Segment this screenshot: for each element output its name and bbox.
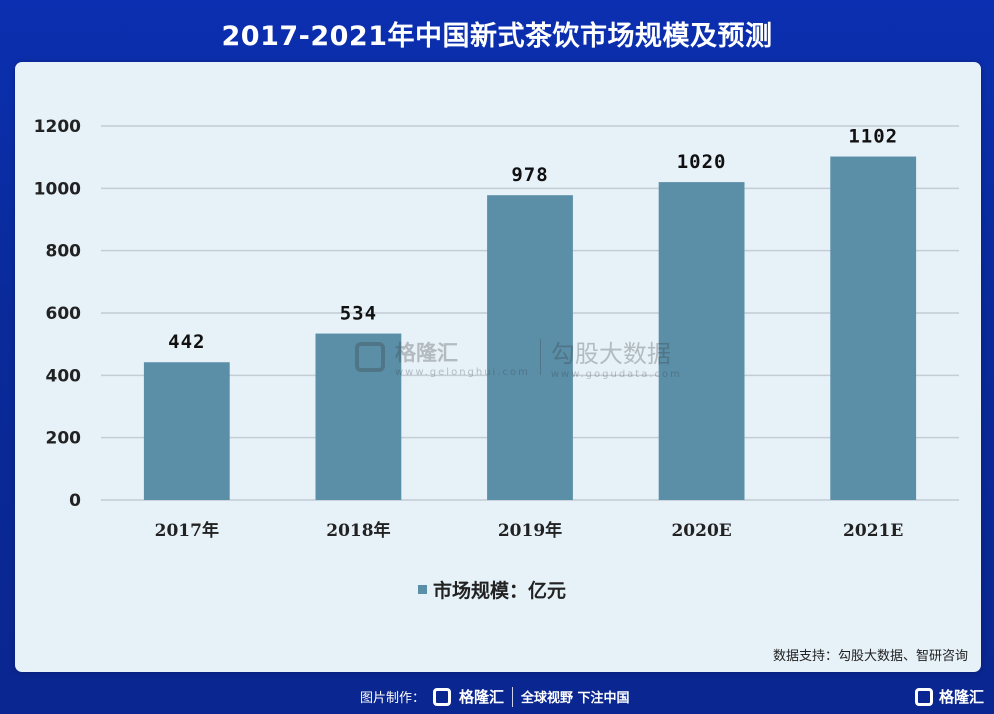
legend-swatch [418,585,427,594]
chart-legend: 市场规模：亿元 [418,576,566,603]
footer-bar: 图片制作： 格隆汇 全球视野 下注中国 格隆汇 [0,680,994,714]
watermark-brand-url: www.gelonghui.com [395,366,530,378]
x-tick-label: 2017年 [155,520,219,541]
bar [315,333,402,500]
footer-slogan: 全球视野 下注中国 [521,691,630,706]
source-note: 数据支持：勾股大数据、智研咨询 [772,649,968,664]
chart-title: 2017-2021年中国新式茶饮市场规模及预测 [221,21,773,52]
data-label: 1102 [848,126,898,148]
y-tick-label: 0 [69,491,81,511]
footer-divider [512,686,514,707]
data-label: 978 [511,164,548,186]
y-tick-label: 400 [46,366,82,386]
x-tick-label: 2019年 [498,520,562,541]
x-tick-label: 2020E [671,521,731,541]
x-axis-ticks: 2017年 2018年 2019年 2020E 2021E [155,520,904,541]
gelonghui-logo-icon [355,342,385,372]
x-tick-label: 2021E [843,521,903,541]
footer-credit: 图片制作： 格隆汇 全球视野 下注中国 [360,686,630,707]
bar [658,182,745,500]
y-tick-label: 600 [46,304,82,324]
watermark-divider [539,339,541,375]
data-labels: 442 534 978 1020 1102 [168,126,898,354]
watermark-partner-url: www.gogudata.com [550,369,682,380]
y-tick-label: 800 [46,242,82,262]
bars [143,156,917,500]
data-label: 1020 [677,151,727,173]
data-label: 534 [340,303,377,325]
watermark: 格隆汇 www.gelonghui.com 勾股大数据 www.gogudata… [355,334,682,380]
corner-logo-icon [914,687,933,706]
corner-brand: 格隆汇 [938,688,984,706]
y-tick-label: 200 [46,429,82,449]
y-tick-label: 1000 [34,179,81,199]
data-label: 442 [168,331,205,353]
y-axis-ticks: 0 200 400 600 800 1000 1200 [34,117,81,511]
footer-logo-icon [433,687,452,706]
footer-brand: 格隆汇 [459,688,505,706]
bar [487,195,573,500]
footer-corner-logo: 格隆汇 [914,686,984,707]
y-tick-label: 1200 [34,117,81,137]
watermark-partner: 勾股大数据 [550,340,671,368]
watermark-brand: 格隆汇 [395,340,458,365]
x-tick-label: 2018年 [326,520,390,541]
bar [143,362,230,500]
legend-label: 市场规模：亿元 [433,580,567,602]
footer-prefix: 图片制作： [360,691,426,706]
bar [830,156,917,500]
